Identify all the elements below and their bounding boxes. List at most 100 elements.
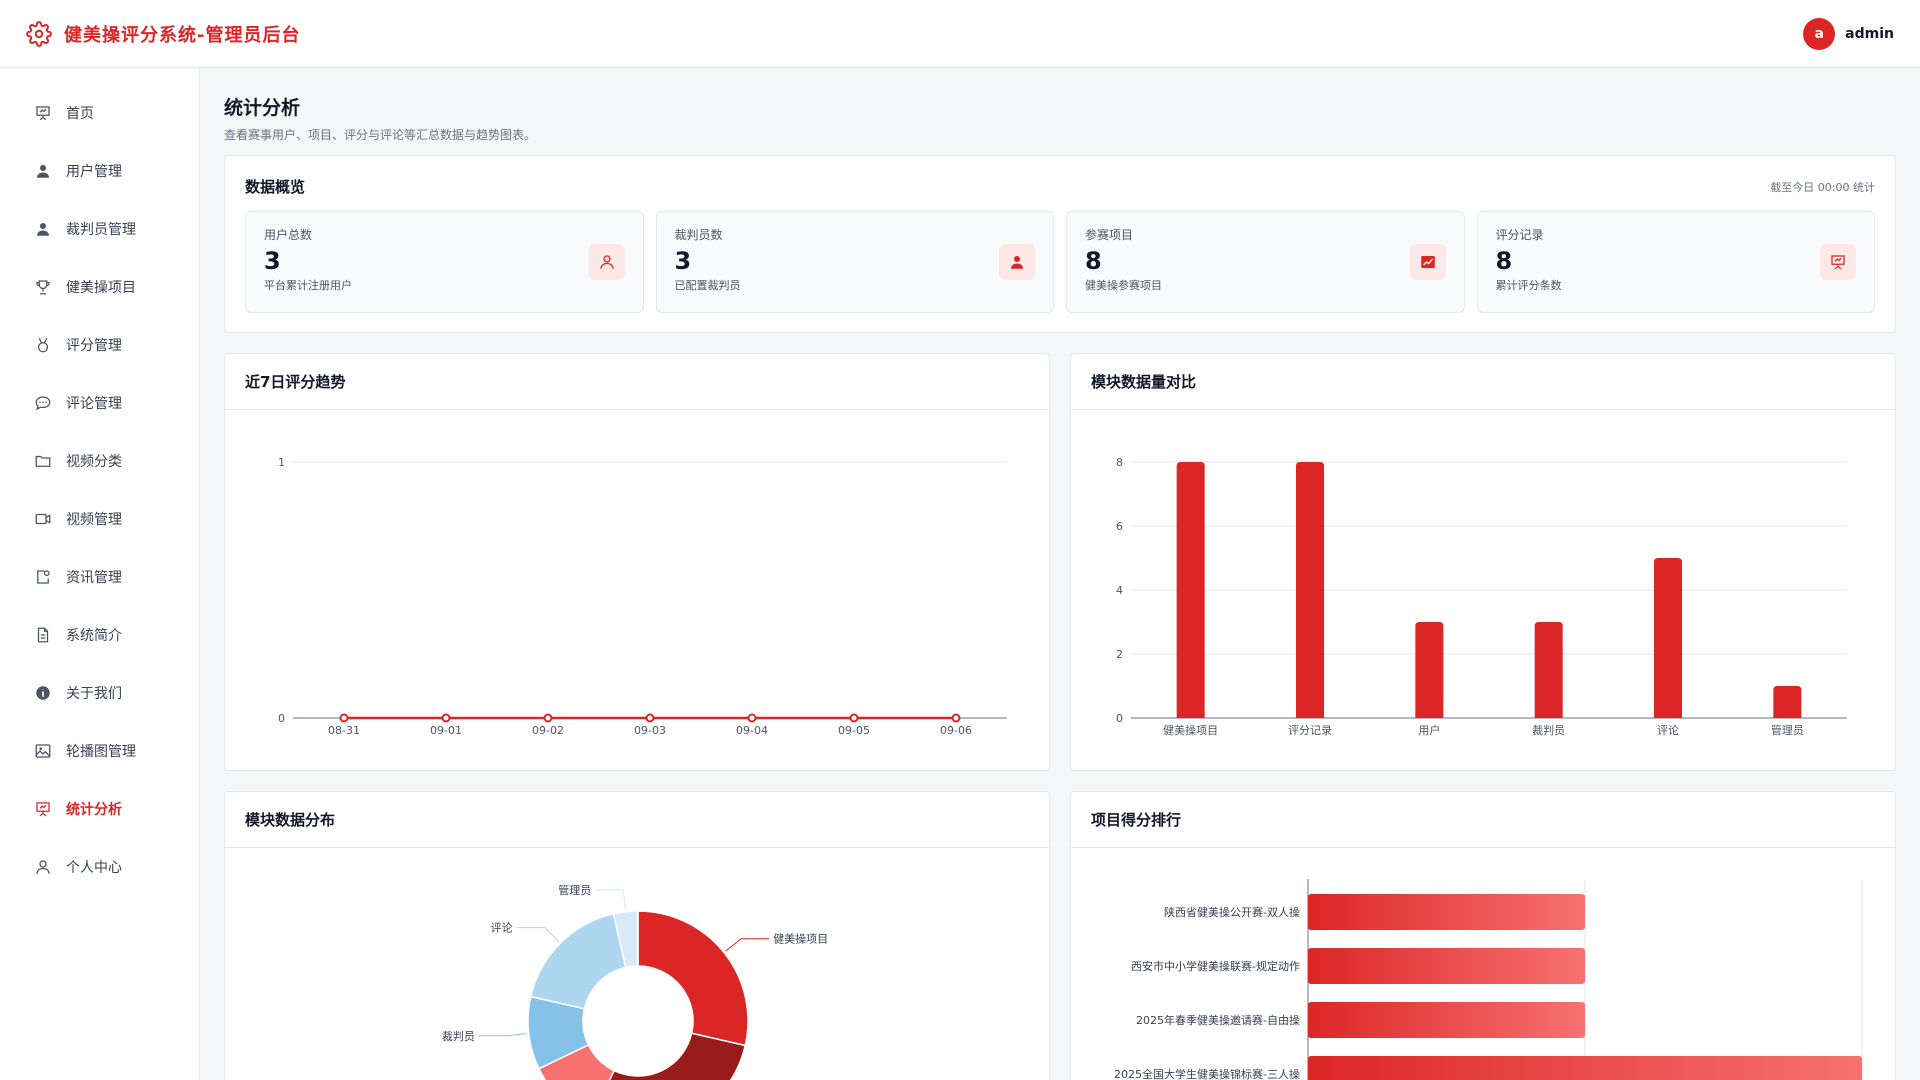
trend-line-chart: 0 1 08-31 09-01 09-02 09-03 09-04 09-05 09-06	[278, 456, 1007, 737]
y-tick-label: 2	[1116, 648, 1123, 661]
y-tick-label: 6	[1116, 520, 1123, 533]
x-tick-label: 09-03	[634, 724, 666, 737]
distribution-title: 模块数据分布	[225, 792, 1049, 848]
sidebar-item-2[interactable]: 用户管理	[0, 142, 199, 200]
y-tick-label: 8	[1116, 456, 1123, 469]
data-point	[543, 713, 553, 723]
x-tick-label: 健美操项目	[1163, 723, 1218, 737]
user-menu[interactable]: a admin	[1803, 17, 1894, 50]
x-tick-label: 09-05	[838, 724, 870, 737]
x-tick-label: 评论	[1657, 723, 1679, 737]
compare-title: 模块数据量对比	[1071, 354, 1895, 410]
stat-icon-box	[588, 244, 625, 280]
x-tick-label: 09-04	[736, 724, 768, 737]
news-icon	[37, 570, 50, 584]
compare-panel: 模块数据量对比 0 2 4 6 8 健美操项目 评分记录 用户 裁判员 评论 管理员	[1070, 353, 1896, 771]
overview-card: 数据概览 截至今日 00:00 统计 用户总数 3 平台累计注册用户 裁判员数 3 已配置…	[224, 155, 1896, 333]
folder-icon	[35, 455, 51, 467]
sidebar-item-10[interactable]: 系统简介	[0, 606, 199, 664]
slice-label: 评论	[491, 921, 513, 935]
sidebar-item-9[interactable]: 资讯管理	[0, 548, 199, 606]
slice-label: 健美操项目	[773, 932, 828, 946]
chart-line-icon	[1420, 256, 1435, 268]
sidebar-item-label: 评论管理	[66, 396, 122, 412]
presentation-icon	[1831, 255, 1845, 270]
sidebar-item-label: 首页	[66, 106, 94, 122]
stat-label: 参赛项目	[1085, 228, 1134, 242]
x-tick-label: 裁判员	[1532, 724, 1565, 737]
rank-label: 2025年春季健美操邀请赛-自由操	[1136, 1013, 1300, 1027]
data-point	[747, 713, 757, 723]
distribution-panel: 模块数据分布 健美操项目 裁判员 评论 管理员	[224, 791, 1050, 1080]
rank-bar	[1308, 1056, 1862, 1080]
stat-value: 3	[674, 247, 692, 275]
bar	[1654, 558, 1682, 718]
image-icon	[35, 744, 51, 758]
sidebar-item-label: 系统简介	[66, 628, 122, 644]
stat-subtitle: 累计评分条数	[1495, 279, 1562, 292]
stat-label: 用户总数	[264, 228, 313, 242]
rank-label: 陕西省健美操公开赛-双人操	[1164, 905, 1300, 919]
stat-subtitle: 健美操参赛项目	[1085, 279, 1162, 292]
avatar[interactable]: a	[1803, 17, 1836, 50]
data-point	[849, 713, 859, 723]
overview-note: 截至今日 00:00 统计	[1770, 180, 1875, 194]
stat-subtitle: 已配置裁判员	[674, 279, 741, 292]
data-point	[951, 713, 961, 723]
sidebar-item-label: 视频管理	[66, 512, 122, 528]
document-icon	[37, 627, 49, 643]
gear-icon	[26, 20, 52, 47]
x-tick-label: 08-31	[328, 724, 360, 737]
sidebar-item-7[interactable]: 视频分类	[0, 432, 199, 490]
label-leader	[725, 938, 770, 952]
donut-slice	[608, 1032, 747, 1080]
rank-bar	[1308, 1002, 1585, 1038]
sidebar-item-label: 个人中心	[66, 860, 122, 876]
sidebar-item-12[interactable]: 轮播图管理	[0, 722, 199, 780]
sidebar-item-13[interactable]: 统计分析	[0, 780, 199, 838]
sidebar-item-label: 关于我们	[66, 686, 122, 702]
sidebar-item-4[interactable]: 健美操项目	[0, 258, 199, 316]
sidebar-item-8[interactable]: 视频管理	[0, 490, 199, 548]
label-leader	[478, 1033, 527, 1037]
presentation-icon	[36, 802, 50, 817]
rank-bar	[1308, 948, 1585, 984]
trend-title: 近7日评分趋势	[225, 354, 1049, 410]
donut-slice	[612, 910, 639, 969]
slice-label: 管理员	[558, 883, 591, 897]
stat-subtitle: 平台累计注册用户	[264, 279, 352, 292]
x-tick-label: 评分记录	[1288, 724, 1332, 737]
stat-value: 8	[1085, 247, 1102, 275]
sidebar-item-label: 健美操项目	[66, 280, 136, 296]
sidebar-item-14[interactable]: 个人中心	[0, 838, 199, 896]
bar	[1773, 686, 1802, 718]
top-header: 健美操评分系统-管理员后台 a admin	[0, 0, 1920, 68]
sidebar-item-1[interactable]: 首页	[0, 84, 199, 142]
y-tick-label: 0	[1116, 712, 1123, 725]
bar	[1415, 622, 1444, 718]
user-icon	[1011, 256, 1023, 269]
rank-label: 西安市中小学健美操联赛-规定动作	[1131, 959, 1300, 973]
overview-title: 数据概览	[245, 178, 306, 196]
info-icon	[36, 686, 50, 700]
ranking-panel: 项目得分排行 陕西省健美操公开赛-双人操西安市中小学健美操联赛-规定动作 2025…	[1070, 791, 1896, 1080]
app-title: 健美操评分系统-管理员后台	[64, 24, 301, 46]
page-description: 查看赛事用户、项目、评分与评论等汇总数据与趋势图表。	[224, 128, 537, 142]
sidebar-item-label: 评分管理	[66, 338, 122, 354]
ranking-title: 项目得分排行	[1071, 792, 1895, 848]
x-tick-label: 09-01	[430, 724, 462, 737]
rank-label: 2025全国大学生健美操锦标赛-三人操	[1114, 1067, 1300, 1080]
user-outline-icon	[36, 860, 50, 874]
bar	[1176, 462, 1205, 718]
stat-value: 3	[264, 247, 281, 275]
sidebar-item-6[interactable]: 评论管理	[0, 374, 199, 432]
donut-slice	[637, 910, 749, 1047]
y-tick-label: 1	[278, 456, 285, 469]
x-tick-label: 管理员	[1771, 723, 1804, 737]
sidebar-item-3[interactable]: 裁判员管理	[0, 200, 199, 258]
username[interactable]: admin	[1845, 25, 1894, 42]
sidebar-item-11[interactable]: 关于我们	[0, 664, 199, 722]
sidebar-item-5[interactable]: 评分管理	[0, 316, 199, 374]
sidebar-item-label: 裁判员管理	[66, 222, 136, 238]
stat-icon-box	[999, 244, 1035, 280]
